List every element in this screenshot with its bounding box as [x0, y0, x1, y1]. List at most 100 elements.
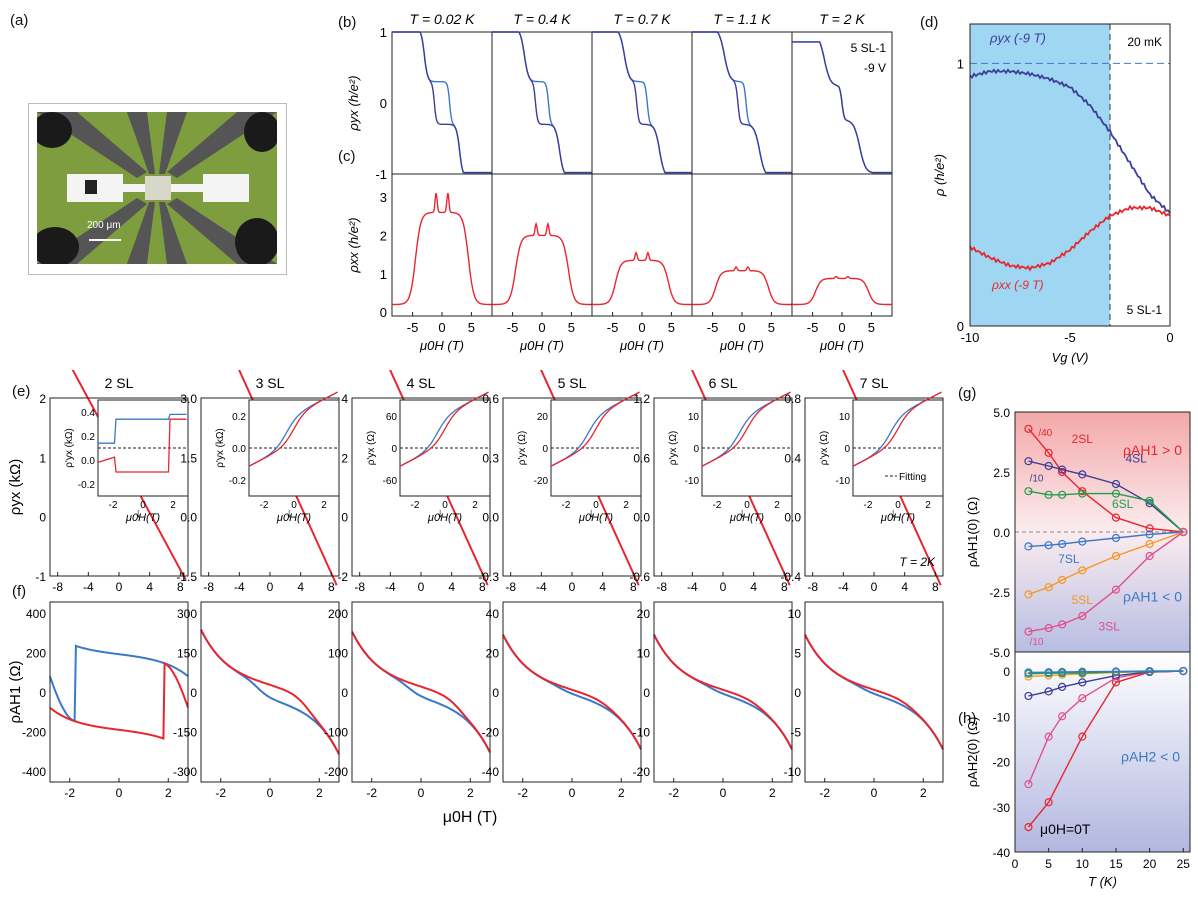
x-tick-label: -2 [215, 786, 226, 800]
inset-x-tick-label: 2 [321, 500, 327, 511]
x-tick-label: -8 [656, 580, 667, 594]
x-axis-label: μ0H (T) [443, 809, 498, 826]
y-tick-label: -200 [22, 726, 46, 740]
inset-y-tick-label: 0 [542, 444, 548, 455]
g-data-point-5SL [1145, 539, 1154, 549]
x-tick-label: 4 [146, 580, 153, 594]
inset-x-tick-label: 2 [774, 500, 780, 511]
y-tick-label: 200 [26, 646, 46, 660]
x-tick-label: 4 [901, 580, 908, 594]
x-tick-label: 0 [569, 580, 576, 594]
inset-y-tick-label: -10 [836, 476, 851, 487]
h-data-point-4SL [1024, 691, 1033, 701]
h-data-point-4SL [1078, 678, 1087, 687]
y-tick-label: 200 [328, 607, 348, 621]
x-tick-label: 5 [568, 320, 575, 335]
g-data-point-2SL [1145, 524, 1154, 533]
device-chip-image: 200 μm [37, 112, 277, 264]
device-photo: 200 μm [28, 103, 287, 275]
x-tick-label: 0 [538, 320, 545, 335]
inset-x-tick-label: 0 [895, 500, 901, 511]
g-data-point-7SL [1044, 541, 1053, 550]
inset-y-tick-label: 0.2 [81, 432, 95, 443]
h-series-line-7SL [1028, 670, 1184, 674]
g-series-line-6SL [1028, 490, 1184, 533]
device-sketch [37, 112, 277, 264]
y-tick-label: 0.0 [784, 511, 801, 525]
rho-yx-frame [591, 31, 693, 175]
y-tick-label: -5 [790, 726, 801, 740]
inset-x-tick-label: 0 [291, 500, 297, 511]
g-data-point-3SL [1145, 551, 1154, 561]
y-tick-label: 0.6 [482, 392, 499, 406]
inset-y-tick-label: 60 [386, 412, 398, 423]
inset-y-axis-label: ρ'yx (Ω) [366, 431, 377, 466]
rho-xx-frame [391, 173, 493, 317]
g-scale-note: /10 [1030, 474, 1044, 485]
rho-ah1-red-curve [502, 634, 642, 750]
h-data-point-3SL [1111, 673, 1121, 682]
y-tick-label: 40 [486, 607, 500, 621]
y-axis-label: ρyx (h/e²) [346, 75, 361, 131]
g-series-label: 2SL [1072, 432, 1094, 446]
x-tick-label: -8 [807, 580, 818, 594]
x-tick-label: 5 [868, 320, 875, 335]
x-tick-label: 0 [267, 580, 274, 594]
y-tick-label: 0 [341, 686, 348, 700]
g-y-tick-label: -2.5 [989, 586, 1010, 600]
h-data-point-7SL [1145, 666, 1154, 676]
x-tick-label: 0 [438, 320, 445, 335]
h-data-point-3SL [1078, 694, 1087, 703]
inset-x-tick-label: 0 [140, 500, 146, 511]
x-axis-label: μ0H (T) [419, 338, 464, 353]
x-tick-label: -2 [668, 786, 679, 800]
arrow-marker: ↓ [437, 505, 444, 520]
y-tick-label: 0 [39, 511, 46, 525]
x-tick-label: 4 [297, 580, 304, 594]
g-data-point-5SL [1024, 590, 1033, 599]
inset-x-tick-label: 2 [623, 500, 629, 511]
arrow-marker: ↓ [286, 505, 293, 520]
inset-y-tick-label: -60 [383, 476, 398, 487]
y-tick-label: 2 [341, 451, 348, 465]
rho-ah1-frame [351, 601, 491, 783]
inset-y-tick-label: 0.4 [81, 408, 95, 419]
inset-y-axis-label: ρ'yx (kΩ) [64, 428, 75, 468]
x-tick-label: 8 [932, 580, 939, 594]
rho-yx-curve [792, 41, 892, 174]
y-tick-label: -0.4 [780, 570, 801, 584]
g-scale-note: /10 [1030, 637, 1044, 648]
y-tick-label: 20 [637, 607, 651, 621]
y-axis-label: ρyx (kΩ) [7, 459, 24, 515]
thickness-title: 3 SL [256, 375, 285, 391]
y-tick-label: -300 [173, 765, 197, 779]
inset-x-tick-label: 0 [442, 500, 448, 511]
g-y-tick-label: 2.5 [993, 466, 1010, 480]
g-data-point-6SL [1024, 487, 1033, 496]
y-tick-label: -20 [482, 726, 500, 740]
h-data-point-3SL [1058, 712, 1067, 721]
x-tick-label: -5 [707, 320, 719, 335]
x-tick-label: -10 [961, 330, 980, 345]
arrow-marker: ↓ [739, 505, 746, 520]
x-tick-label: 0 [720, 786, 727, 800]
thickness-title: 4 SL [407, 375, 436, 391]
h-y-tick-label: -10 [993, 710, 1011, 724]
y-tick-label: -20 [633, 765, 651, 779]
x-tick-label: 0 [871, 786, 878, 800]
temperature-label: T = 2 K [819, 11, 865, 27]
g-data-point-2SL [1058, 467, 1067, 477]
y-tick-label: 0.8 [784, 392, 801, 406]
rho-xx-curve [492, 221, 592, 306]
y-tick-label: 10 [637, 646, 651, 660]
x-tick-label: -5 [807, 320, 819, 335]
panel-label-b: (b) [338, 14, 357, 31]
rho-ah1-red-curve [804, 634, 944, 750]
h-data-point-7SL [1044, 668, 1053, 677]
rho-ah1-red-curve [49, 661, 189, 740]
rho-yx-curve [592, 31, 692, 174]
rho-ah1-frame [804, 601, 944, 783]
x-tick-label: 2 [769, 786, 776, 800]
g-data-point-5SL [1044, 583, 1053, 592]
h-data-point-2SL [1078, 732, 1087, 741]
